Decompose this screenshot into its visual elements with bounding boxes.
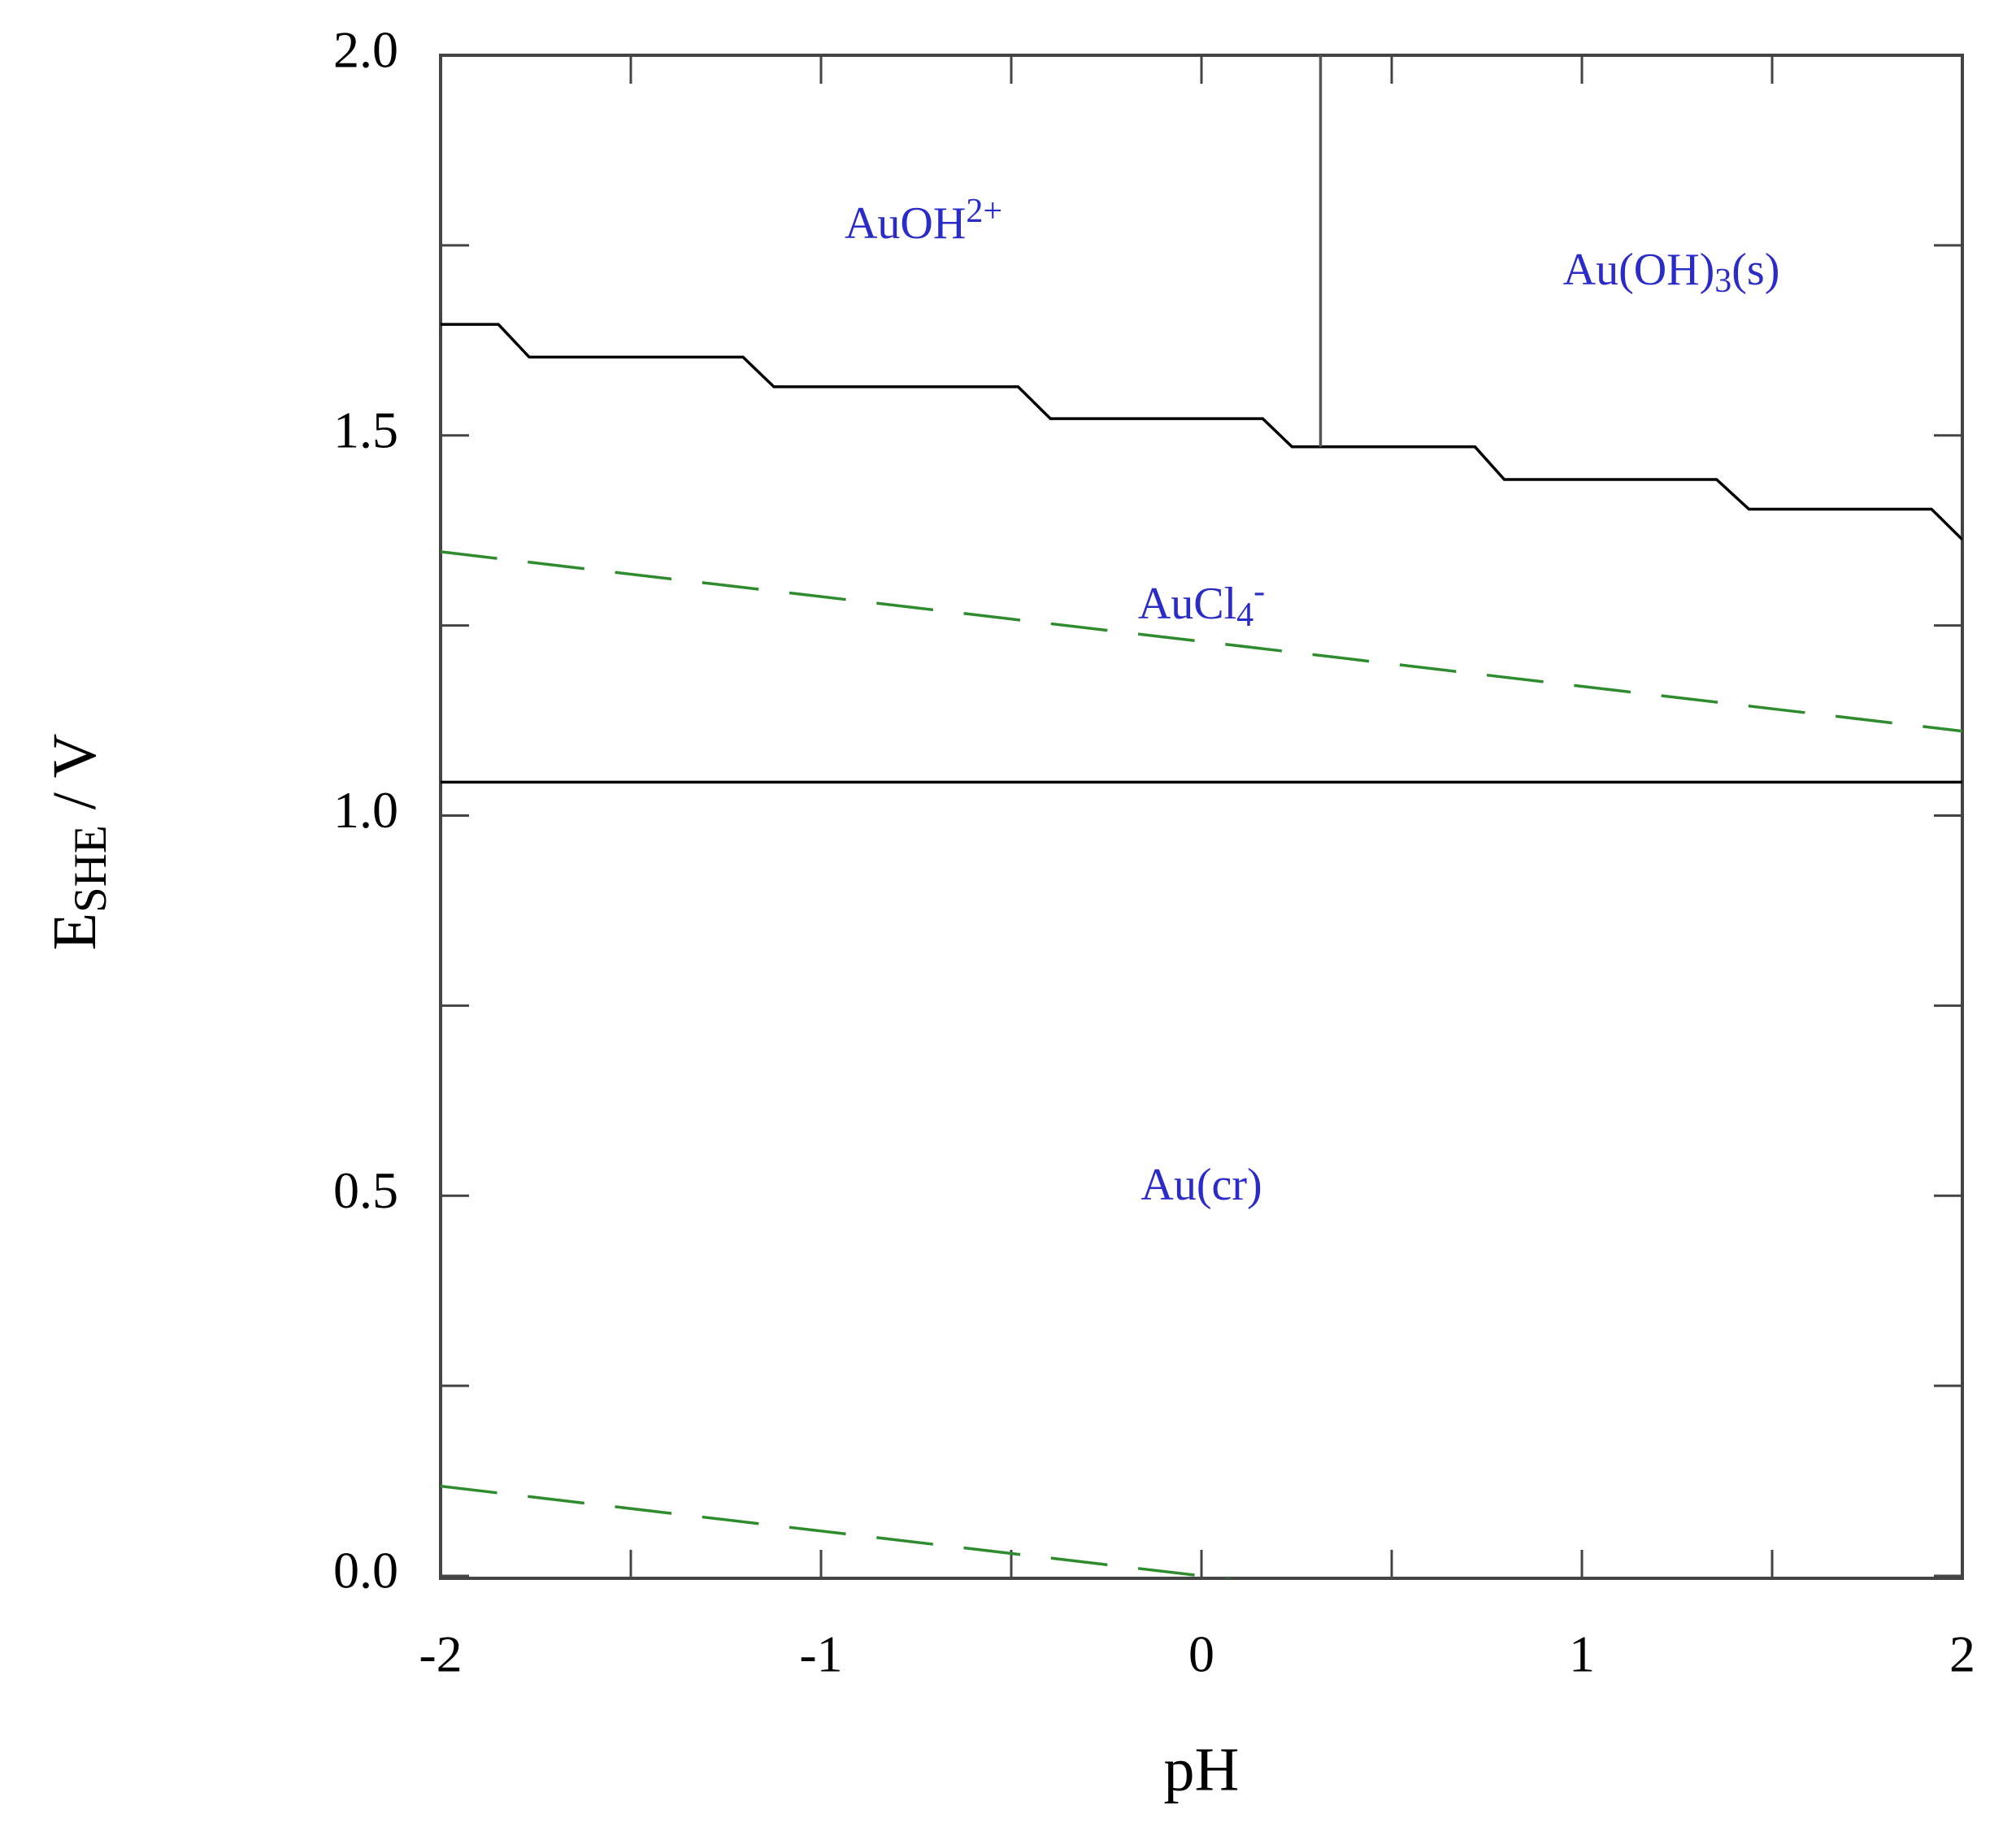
x-tick-label: 0 (1188, 1625, 1214, 1683)
text-part: E (41, 913, 109, 950)
y-tick-label: 2.0 (333, 21, 398, 79)
x-tick-label: -2 (419, 1625, 462, 1683)
text-part: AuCl (1138, 579, 1236, 629)
region-label: Au(cr) (1141, 1160, 1262, 1210)
text-part: (s) (1731, 245, 1779, 295)
text-part: Au(cr) (1141, 1160, 1262, 1210)
subscript: 4 (1236, 597, 1253, 634)
region-label: Au(OH)3(s) (1563, 245, 1780, 300)
subscript: SHE (65, 825, 116, 913)
y-tick-label: 0.0 (333, 1542, 398, 1599)
water-line (441, 550, 1962, 733)
y-axis-label: ESHE / V (41, 734, 116, 951)
y-tick-label: 1.0 (333, 781, 398, 839)
x-tick-label: 2 (1949, 1625, 1975, 1683)
y-tick-label: 1.5 (333, 401, 398, 458)
supscript: - (1253, 573, 1265, 610)
text-part: Au(OH) (1563, 245, 1715, 295)
region-label: AuCl4- (1138, 573, 1265, 634)
y-tick-label: 0.5 (333, 1161, 398, 1219)
region-label: AuOH2+ (845, 193, 1002, 249)
boundary-line (441, 323, 1962, 541)
text-part: / V (41, 734, 109, 826)
x-tick-label: -1 (799, 1625, 842, 1683)
x-axis-label: pH (1164, 1735, 1240, 1803)
text-part: AuOH (845, 198, 966, 249)
subscript: 3 (1714, 263, 1731, 300)
supscript: 2+ (966, 193, 1002, 230)
x-tick-label: 1 (1569, 1625, 1595, 1683)
